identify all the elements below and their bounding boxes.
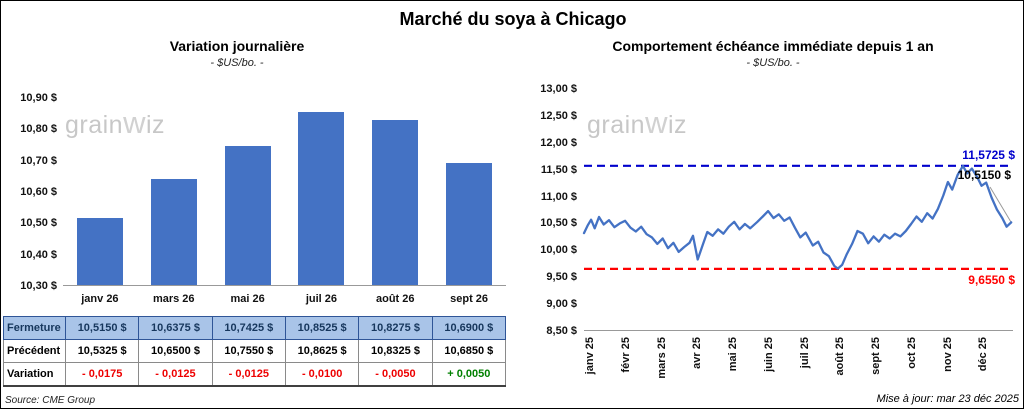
bar-3 [298,111,345,285]
bar-chart-title: Variation journalière [169,38,305,54]
page-title: Marché du soya à Chicago [399,9,627,29]
bar-0 [76,217,123,285]
table-cell: 10,5325 $ [64,339,140,363]
bar-chart-plot-area [63,98,506,286]
daily-variation-panel: Variation journalière - $US/bo. - grainw… [1,1,513,408]
low-value-label: 9,6550 $ [968,273,1015,287]
y-axis-tick-label: 10,60 $ [20,186,57,198]
watermark-text: grain [65,111,124,139]
y-axis-tick-label: 11,50 $ [540,163,577,176]
row-label: Précédent [3,339,66,363]
row-label: Fermeture [3,316,66,340]
last-updated-note: Mise à jour: mar 23 déc 2025 [876,393,1019,405]
x-axis-tick-label: sept 25 [870,337,882,375]
table-cell: 10,6850 $ [431,339,507,363]
watermark-w: w [645,105,668,140]
watermark-text: grain [587,111,646,139]
table-cell: 10,5150 $ [64,316,140,340]
table-cell: 10,7425 $ [211,316,286,340]
x-axis-tick-label: juil 25 [798,337,811,369]
y-axis-tick-label: 10,00 $ [540,244,577,257]
bar-chart-subtitle: - $US/bo. - [210,57,264,69]
table-cell: - 0,0100 [284,362,360,387]
table-cell: 10,8325 $ [358,339,433,363]
x-axis-tick-label: mai 26 [230,293,265,305]
high-value-label: 11,5725 $ [962,148,1015,162]
table-cell: 10,6500 $ [138,339,213,363]
x-axis-tick-label: juil 26 [305,293,337,305]
y-axis-tick-label: 10,80 $ [20,123,57,136]
table-cell: + 0,0050 [431,362,507,387]
bar-2 [224,146,271,285]
table-cell: 10,6375 $ [138,316,213,340]
x-axis-tick-label: juin 25 [762,337,775,372]
grainwiz-watermark: grainwiz [587,105,687,141]
table-cell: 10,8275 $ [358,316,433,340]
callout-line [989,186,1012,223]
y-axis-tick-label: 8,50 $ [546,325,577,337]
table-cell: 10,7550 $ [211,339,286,363]
line-chart-plot-area [582,89,1013,331]
line-chart-svg [582,164,1013,270]
watermark-text: iz [145,111,166,139]
row-label: Variation [3,362,66,387]
x-axis-tick-label: août 25 [834,337,847,376]
source-note: Source: CME Group [5,395,96,406]
watermark-text: iz [667,111,688,139]
table-row-precedent: Précédent 10,5325 $10,6500 $10,7550 $10,8… [3,339,507,363]
y-axis-tick-label: 10,50 $ [540,217,577,230]
watermark-w: w [123,105,146,140]
price-line [582,164,1013,270]
x-axis-tick-label: mars 26 [152,293,195,305]
y-axis-tick-label: 9,00 $ [546,298,577,311]
table-cell: - 0,0175 [64,362,140,387]
x-axis-tick-label: mars 25 [655,337,668,379]
x-axis-tick-label: mai 25 [727,337,739,372]
line-chart-subtitle: - $US/bo. - [746,57,800,69]
x-axis-tick-label: sept 26 [450,293,489,305]
table-row-variation: Variation - 0,0175- 0,0125- 0,0125- 0,010… [3,362,507,387]
front-month-panel: Comportement échéance immédiate depuis 1… [513,1,1023,408]
x-axis-tick-label: janv 25 [584,337,596,375]
table-cell: - 0,0125 [211,362,286,387]
table-cell: 10,8625 $ [284,339,360,363]
y-axis-tick-label: 10,70 $ [20,154,57,167]
table-cell: 10,6900 $ [431,316,507,340]
y-axis-tick-label: 10,90 $ [20,92,57,104]
table-cell: - 0,0125 [138,362,213,387]
price-table: Fermeture 10,5150 $10,6375 $10,7425 $10,8… [3,316,507,387]
bar-5 [446,162,493,285]
table-cell: 10,8525 $ [284,316,360,340]
table-row-fermeture: Fermeture 10,5150 $10,6375 $10,7425 $10,8… [3,316,507,340]
y-axis-tick-label: 10,30 $ [20,280,57,292]
x-axis-tick-label: janv 26 [81,293,119,305]
line-chart-title: Comportement échéance immédiate depuis 1… [612,38,934,54]
x-axis-tick-label: avr 25 [691,337,704,369]
table-cell: - 0,0050 [358,362,433,387]
x-axis-tick-label: déc 25 [977,337,990,372]
y-axis-tick-label: 12,00 $ [540,136,577,149]
bar-4 [372,119,419,285]
x-axis-tick-label: nov 25 [941,337,954,372]
y-axis-tick-label: 12,50 $ [540,109,577,122]
y-axis-tick-label: 10,50 $ [20,217,57,230]
grainwiz-watermark: grainwiz [65,105,165,141]
x-axis-tick-label: oct 25 [905,337,918,369]
y-axis-tick-label: 11,00 $ [540,190,577,203]
last-value-label: 10,5150 $ [957,168,1011,182]
x-axis-tick-label: août 26 [375,293,415,305]
y-axis-tick-label: 13,00 $ [540,83,577,95]
x-axis-tick-label: févr 25 [619,337,632,373]
y-axis-tick-label: 10,40 $ [20,248,57,261]
bar-1 [150,179,197,285]
y-axis-tick-label: 9,50 $ [546,271,577,284]
